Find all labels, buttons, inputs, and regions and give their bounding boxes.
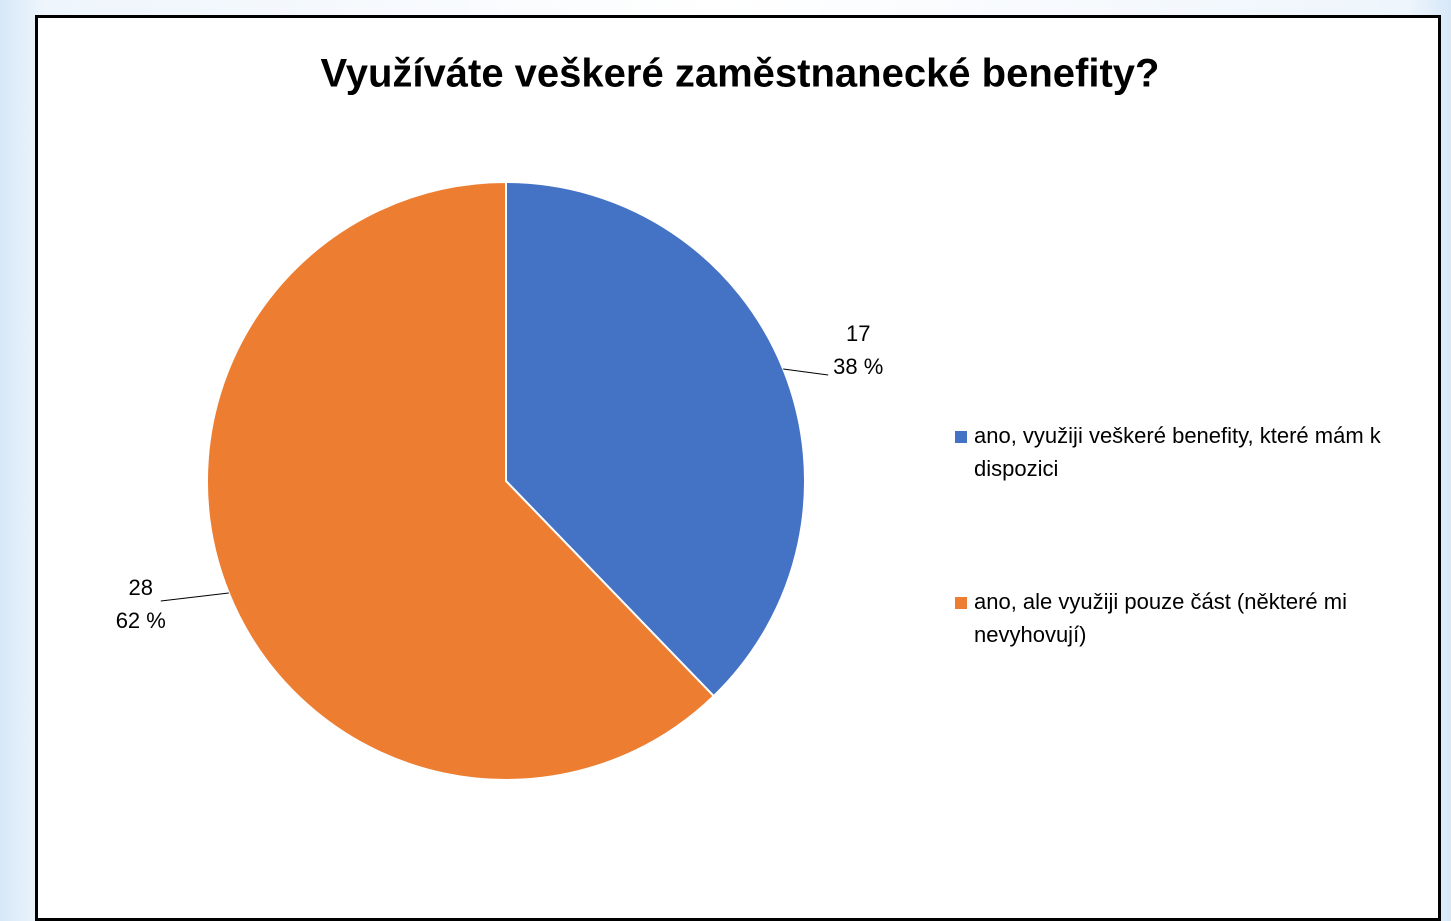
legend-label: ano, ale využiji pouze část (některé mi … xyxy=(974,589,1347,647)
data-label-count: 28 xyxy=(129,575,153,600)
pie-slice xyxy=(206,180,716,781)
data-label-count: 17 xyxy=(846,321,870,346)
legend-entry: ano, ale využiji pouze část (některé mi … xyxy=(974,589,1347,647)
data-label-percent: 38 % xyxy=(833,354,883,379)
leader-line xyxy=(160,592,229,602)
chart-title: Využíváte veškeré zaměstnanecké benefity… xyxy=(321,52,1160,96)
data-label-percent: 62 % xyxy=(116,608,166,633)
leader-line xyxy=(783,368,829,376)
legend-label: ano, využiji veškeré benefity, které mám… xyxy=(974,423,1381,481)
chart: Využíváte veškeré zaměstnanecké benefity… xyxy=(116,52,1381,781)
legend-entry: ano, využiji veškeré benefity, které mám… xyxy=(974,423,1381,481)
legend-swatch xyxy=(955,597,967,609)
legend-swatch xyxy=(955,431,967,443)
